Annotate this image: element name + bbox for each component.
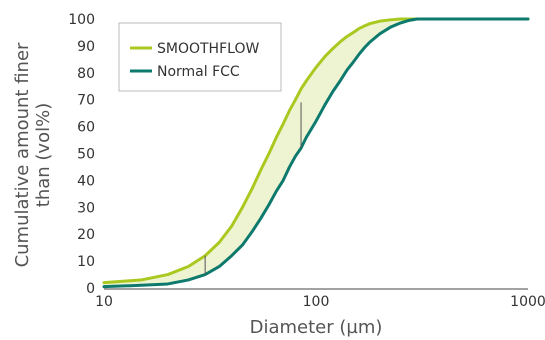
fill-between-area bbox=[104, 19, 528, 287]
y-tick-label: 70 bbox=[77, 93, 95, 109]
legend-label-normal-fcc: Normal FCC bbox=[157, 64, 240, 80]
series-line-normal-fcc bbox=[102, 17, 530, 289]
x-tick-label: 1000 bbox=[510, 294, 545, 310]
y-tick-label: 50 bbox=[77, 147, 95, 163]
legend: SMOOTHFLOW Normal FCC bbox=[118, 22, 282, 92]
y-tick-label: 60 bbox=[77, 120, 95, 136]
y-axis-title-line-1: Cumulative amount finer bbox=[12, 42, 33, 267]
legend-box bbox=[118, 22, 282, 92]
y-tick-label: 80 bbox=[77, 66, 95, 82]
fill-between-layer bbox=[104, 19, 528, 287]
x-tick-label: 10 bbox=[95, 294, 113, 310]
series-lines-layer bbox=[102, 17, 530, 289]
y-axis-title-line-2: than (vol%) bbox=[33, 103, 54, 207]
x-axis-title: Diameter (µm) bbox=[250, 317, 383, 338]
y-tick-label: 30 bbox=[77, 200, 95, 216]
y-tick-label: 40 bbox=[77, 173, 95, 189]
y-tick-label: 0 bbox=[86, 281, 95, 297]
y-tick-labels: 0 10 20 30 40 50 60 70 80 90 100 bbox=[68, 12, 95, 297]
legend-label-smoothflow: SMOOTHFLOW bbox=[157, 41, 259, 57]
y-tick-label: 100 bbox=[68, 12, 95, 28]
x-tick-label: 100 bbox=[303, 294, 330, 310]
y-tick-label: 10 bbox=[77, 254, 95, 270]
series-line-smoothflow bbox=[102, 17, 530, 285]
y-tick-label: 90 bbox=[77, 39, 95, 55]
y-tick-label: 20 bbox=[77, 227, 95, 243]
vertical-markers-layer bbox=[204, 102, 302, 275]
x-tick-labels: 10 100 1000 bbox=[95, 294, 545, 310]
